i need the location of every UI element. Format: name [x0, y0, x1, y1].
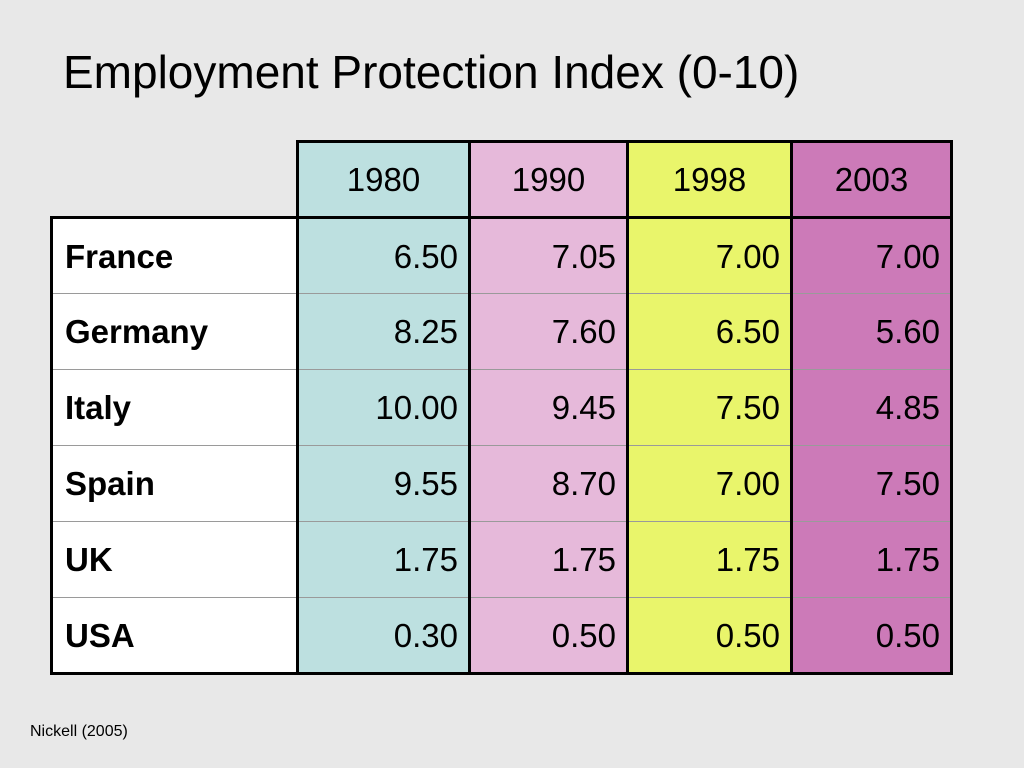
- row-label: Germany: [50, 293, 299, 370]
- table-row: France 6.50 7.05 7.00 7.00: [50, 216, 953, 294]
- column-header-1998: 1998: [626, 140, 793, 219]
- table-cell: 9.55: [296, 445, 471, 522]
- table-row: UK 1.75 1.75 1.75 1.75: [50, 521, 953, 598]
- table-cell: 10.00: [296, 369, 471, 446]
- table-row: Italy 10.00 9.45 7.50 4.85: [50, 369, 953, 446]
- table-cell: 7.05: [468, 216, 629, 294]
- table-cell: 1.75: [468, 521, 629, 598]
- table-cell: 6.50: [296, 216, 471, 294]
- row-label: Spain: [50, 445, 299, 522]
- table-cell: 5.60: [790, 293, 953, 370]
- table-cell: 1.75: [296, 521, 471, 598]
- row-label: USA: [50, 597, 299, 675]
- table-cell: 0.50: [468, 597, 629, 675]
- slide-title: Employment Protection Index (0-10): [63, 46, 800, 98]
- row-label: Italy: [50, 369, 299, 446]
- table-cell: 1.75: [626, 521, 793, 598]
- column-header-1980: 1980: [296, 140, 471, 219]
- row-label: France: [50, 216, 299, 294]
- table-row: USA 0.30 0.50 0.50 0.50: [50, 597, 953, 675]
- table-cell: 1.75: [790, 521, 953, 598]
- table-cell: 7.50: [790, 445, 953, 522]
- table-cell: 8.25: [296, 293, 471, 370]
- column-header-2003: 2003: [790, 140, 953, 219]
- table-cell: 8.70: [468, 445, 629, 522]
- employment-protection-table: 1980 1990 1998 2003 France 6.50 7.05 7.0…: [50, 140, 953, 675]
- table-cell: 0.50: [626, 597, 793, 675]
- table-cell: 7.50: [626, 369, 793, 446]
- table-cell: 0.50: [790, 597, 953, 675]
- table-cell: 7.00: [626, 216, 793, 294]
- header-row: 1980 1990 1998 2003: [51, 140, 953, 219]
- table-cell: 7.00: [790, 216, 953, 294]
- table-cell: 7.60: [468, 293, 629, 370]
- corner-cell: [51, 141, 298, 219]
- table-cell: 6.50: [626, 293, 793, 370]
- table-row: Spain 9.55 8.70 7.00 7.50: [50, 445, 953, 522]
- column-header-1990: 1990: [468, 140, 629, 219]
- table-cell: 4.85: [790, 369, 953, 446]
- table-cell: 7.00: [626, 445, 793, 522]
- row-label: UK: [50, 521, 299, 598]
- table-cell: 9.45: [468, 369, 629, 446]
- source-citation: Nickell (2005): [30, 723, 128, 740]
- table-cell: 0.30: [296, 597, 471, 675]
- table-row: Germany 8.25 7.60 6.50 5.60: [50, 293, 953, 370]
